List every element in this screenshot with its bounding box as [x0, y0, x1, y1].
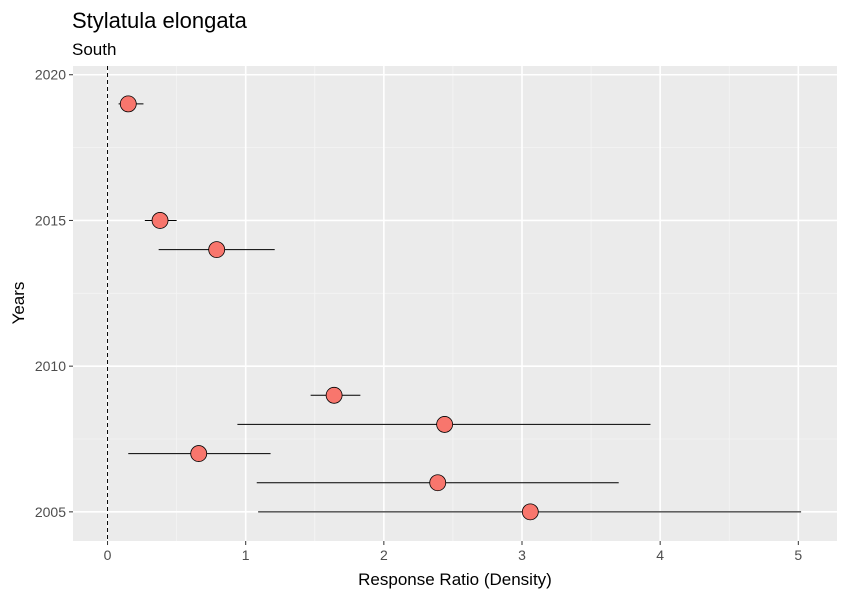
chart-title: Stylatula elongata	[72, 8, 248, 33]
x-axis-title: Response Ratio (Density)	[358, 570, 552, 589]
data-point	[436, 416, 454, 433]
data-point	[429, 474, 447, 492]
data-point	[521, 503, 539, 521]
data-point	[190, 445, 208, 462]
minor-grid	[73, 66, 837, 541]
data-point	[325, 386, 343, 404]
x-tick-label: 2	[380, 547, 388, 563]
chart-subtitle: South	[72, 40, 116, 59]
y-tick-label: 2015	[35, 212, 66, 228]
data-point	[208, 241, 226, 258]
x-tick-label: 1	[242, 547, 250, 563]
x-tick-label: 0	[104, 547, 112, 563]
data-points	[119, 95, 539, 521]
x-tick-label: 4	[656, 547, 664, 563]
x-tick-label: 5	[794, 547, 802, 563]
y-tick-label: 2010	[35, 358, 66, 374]
y-tick-label: 2005	[35, 504, 66, 520]
x-axis-ticks: 0 1 2 3 4 5	[104, 541, 802, 563]
plot-panel	[73, 66, 837, 541]
x-tick-label: 3	[518, 547, 526, 563]
y-axis-title: Years	[9, 282, 28, 325]
y-axis-ticks: 2005 2010 2015 2020	[35, 67, 73, 520]
y-tick-label: 2020	[35, 67, 66, 83]
data-point	[119, 95, 137, 113]
data-point	[151, 212, 169, 229]
